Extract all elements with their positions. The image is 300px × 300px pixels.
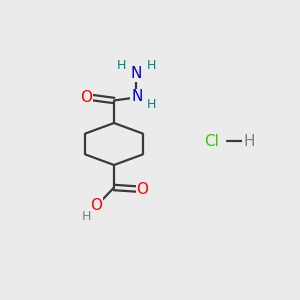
Text: H: H	[146, 98, 156, 111]
Text: N: N	[131, 66, 142, 81]
Text: H: H	[243, 134, 255, 148]
Text: O: O	[136, 182, 148, 196]
Text: H: H	[116, 58, 126, 72]
Text: O: O	[90, 198, 102, 213]
Text: H: H	[81, 210, 91, 224]
Text: N: N	[131, 89, 142, 104]
Text: Cl: Cl	[204, 134, 219, 148]
Text: H: H	[146, 58, 156, 72]
Text: O: O	[80, 90, 92, 105]
